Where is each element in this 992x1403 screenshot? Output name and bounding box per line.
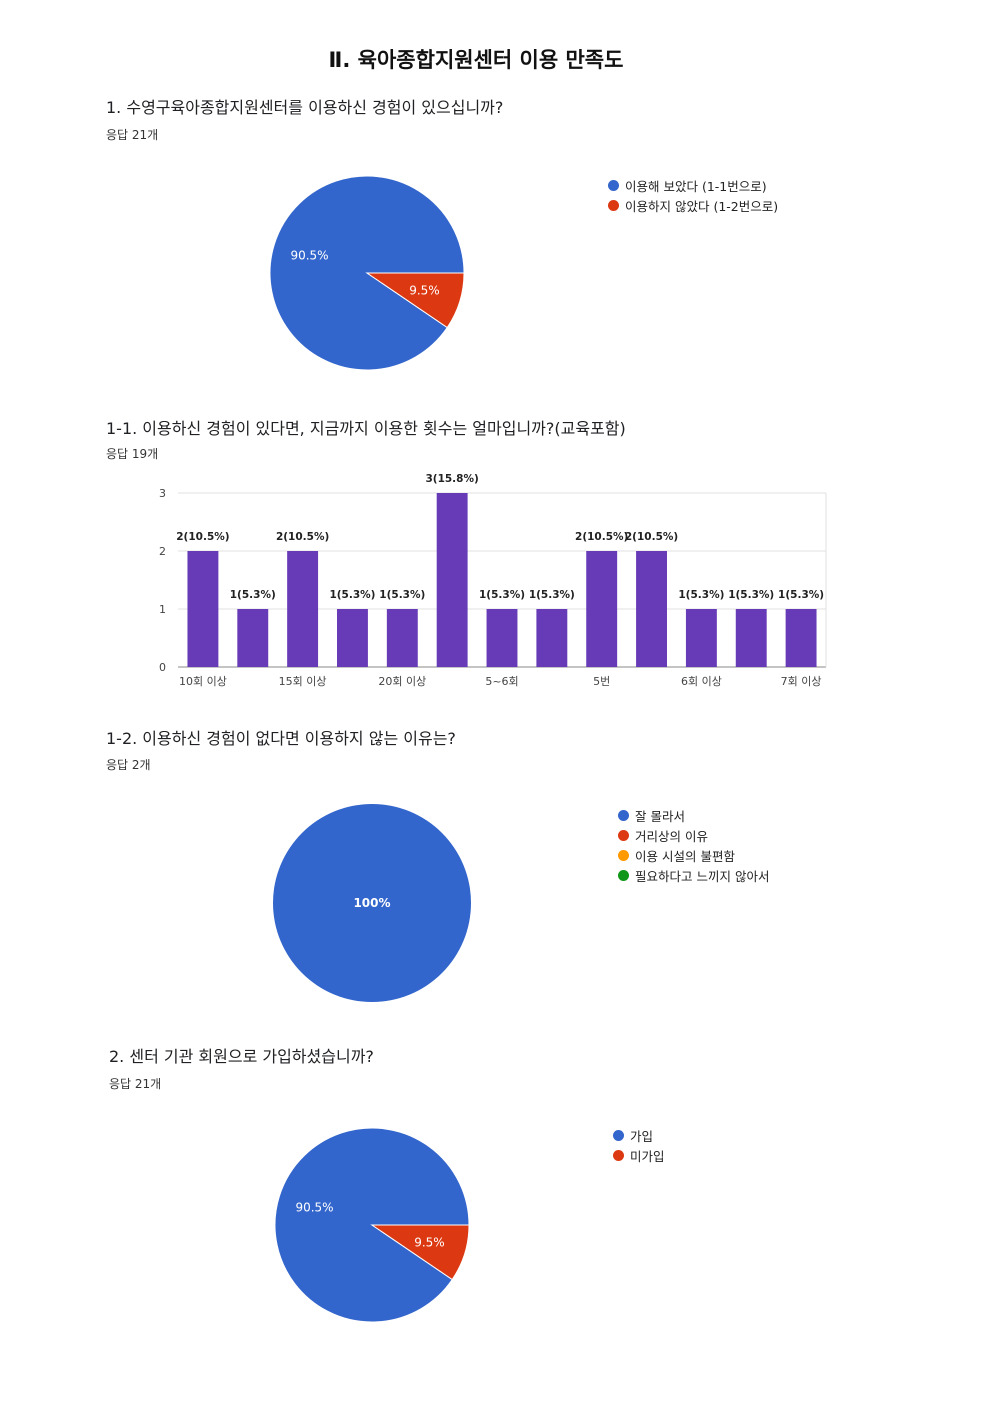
q1-2-pie-legend-item-2: 거리상의 이유 xyxy=(618,825,769,845)
bar-9 xyxy=(586,551,618,667)
question-2-title: 2. 센터 기관 회원으로 가입하셨습니까? xyxy=(109,1047,374,1066)
q2-pie-legend-label-2: 미가입 xyxy=(630,1148,665,1164)
x-tick-label-1: 10회 이상 xyxy=(179,675,227,688)
bar-data-label-13: 1(5.3%) xyxy=(778,589,824,601)
q2-pie-slice-1 xyxy=(274,1127,470,1323)
q1-pie-legend-label-2: 이용하지 않았다 (1-2번으로) xyxy=(625,198,779,214)
bar-data-label-3: 2(10.5%) xyxy=(276,531,329,543)
y-tick-label-3: 3 xyxy=(159,487,166,500)
q1-2-pie-slice-1 xyxy=(273,804,471,1002)
q1-2-pie-legend-label-2: 거리상의 이유 xyxy=(635,828,708,844)
question-1-title: 1. 수영구육아종합지원센터를 이용하신 경험이 있으십니까? xyxy=(106,98,504,117)
bar-data-label-4: 1(5.3%) xyxy=(329,589,375,601)
q1-2-pie-slice-label-1: 100% xyxy=(353,896,390,910)
q1-pie-legend-swatch-1 xyxy=(608,179,619,191)
bar-data-label-7: 1(5.3%) xyxy=(479,589,525,601)
bar-data-label-5: 1(5.3%) xyxy=(379,589,425,601)
bar-data-label-12: 1(5.3%) xyxy=(728,589,774,601)
x-tick-label-9: 5번 xyxy=(593,675,610,688)
q1-2-pie-legend-item-1: 잘 몰라서 xyxy=(618,805,769,825)
bar-data-label-8: 1(5.3%) xyxy=(529,589,575,601)
q2-pie-legend-swatch-2 xyxy=(613,1149,624,1161)
bar-13 xyxy=(785,609,817,667)
bar-data-label-11: 1(5.3%) xyxy=(678,589,724,601)
q2-pie-slice-label-2: 9.5% xyxy=(414,1236,445,1250)
q1-2-pie-legend-item-4: 필요하다고 느끼지 않아서 xyxy=(618,865,769,885)
bar-10 xyxy=(636,551,667,667)
q2-pie-legend-item-1: 가입 xyxy=(613,1125,665,1145)
x-tick-label-7: 5~6회 xyxy=(485,675,518,688)
q1-2-pie-legend-label-4: 필요하다고 느끼지 않아서 xyxy=(635,868,770,884)
q1-2-pie-legend-item-3: 이용 시설의 불편함 xyxy=(618,845,769,865)
q1-2-pie-legend-label-1: 잘 몰라서 xyxy=(635,808,685,824)
q1-pie-slice-2 xyxy=(365,272,465,329)
question-1-1-response-count: 응답 19개 xyxy=(106,447,159,461)
bar-data-label-9: 2(10.5%) xyxy=(575,531,628,543)
bar-7 xyxy=(486,609,518,667)
q2-pie-legend-item-2: 미가입 xyxy=(613,1145,665,1165)
q1-2-pie-legend-swatch-4 xyxy=(618,869,629,881)
y-tick-label-1: 1 xyxy=(159,603,166,616)
q2-pie-legend-label-1: 가입 xyxy=(630,1128,654,1144)
q1-2-pie-legend-swatch-3 xyxy=(618,849,629,861)
bar-8 xyxy=(536,609,568,667)
bar-6 xyxy=(436,493,468,667)
q1-2-pie-legend-swatch-2 xyxy=(618,829,629,841)
q1-pie-legend-label-1: 이용해 보았다 (1-1번으로) xyxy=(625,178,767,194)
bar-data-label-2: 1(5.3%) xyxy=(230,589,276,601)
q2-pie-slice-label-1: 90.5% xyxy=(295,1200,333,1214)
legend-q1: 이용해 보았다 (1-1번으로) 이용하지 않았다 (1-2번으로) xyxy=(608,175,778,215)
bar-2 xyxy=(237,609,269,667)
bar-3 xyxy=(287,551,319,667)
bar-data-label-10: 2(10.5%) xyxy=(625,531,678,543)
q1-pie-slice-label-2: 9.5% xyxy=(409,284,440,298)
bar-data-label-1: 2(10.5%) xyxy=(176,531,229,543)
q2-pie-slice-2 xyxy=(370,1224,470,1281)
q1-pie-slice-1 xyxy=(269,175,465,371)
q1-2-pie-legend-label-3: 이용 시설의 불편함 xyxy=(635,848,735,864)
x-tick-label-3: 15회 이상 xyxy=(279,675,327,688)
q1-pie-legend-swatch-2 xyxy=(608,199,619,211)
bar-4 xyxy=(337,609,368,667)
page-title: Ⅱ. 육아종합지원센터 이용 만족도 xyxy=(328,48,624,72)
question-1-response-count: 응답 21개 xyxy=(106,128,159,142)
bar-11 xyxy=(685,609,717,667)
q1-pie-slice-label-1: 90.5% xyxy=(290,248,328,262)
bar-5 xyxy=(386,609,418,667)
q1-2-pie-legend-swatch-1 xyxy=(618,809,629,821)
q1-pie-legend-item-1: 이용해 보았다 (1-1번으로) xyxy=(608,175,778,195)
x-tick-label-11: 6회 이상 xyxy=(681,675,722,688)
question-1-2-title: 1-2. 이용하신 경험이 없다면 이용하지 않는 이유는? xyxy=(106,729,456,748)
bar-12 xyxy=(735,609,767,667)
y-tick-label-0: 0 xyxy=(159,661,166,674)
question-1-1-title: 1-1. 이용하신 경험이 있다면, 지금까지 이용한 횟수는 얼마입니까?(교… xyxy=(106,419,626,438)
question-1-2-response-count: 응답 2개 xyxy=(106,758,151,772)
q1-pie-legend-item-2: 이용하지 않았다 (1-2번으로) xyxy=(608,195,778,215)
y-tick-label-2: 2 xyxy=(159,545,166,558)
bar-data-label-6: 3(15.8%) xyxy=(425,473,478,485)
bar-1 xyxy=(187,551,219,667)
question-2-response-count: 응답 21개 xyxy=(109,1077,162,1091)
x-tick-label-13: 7회 이상 xyxy=(781,675,822,688)
q2-pie-legend-swatch-1 xyxy=(613,1129,624,1141)
x-tick-label-5: 20회 이상 xyxy=(378,675,426,688)
